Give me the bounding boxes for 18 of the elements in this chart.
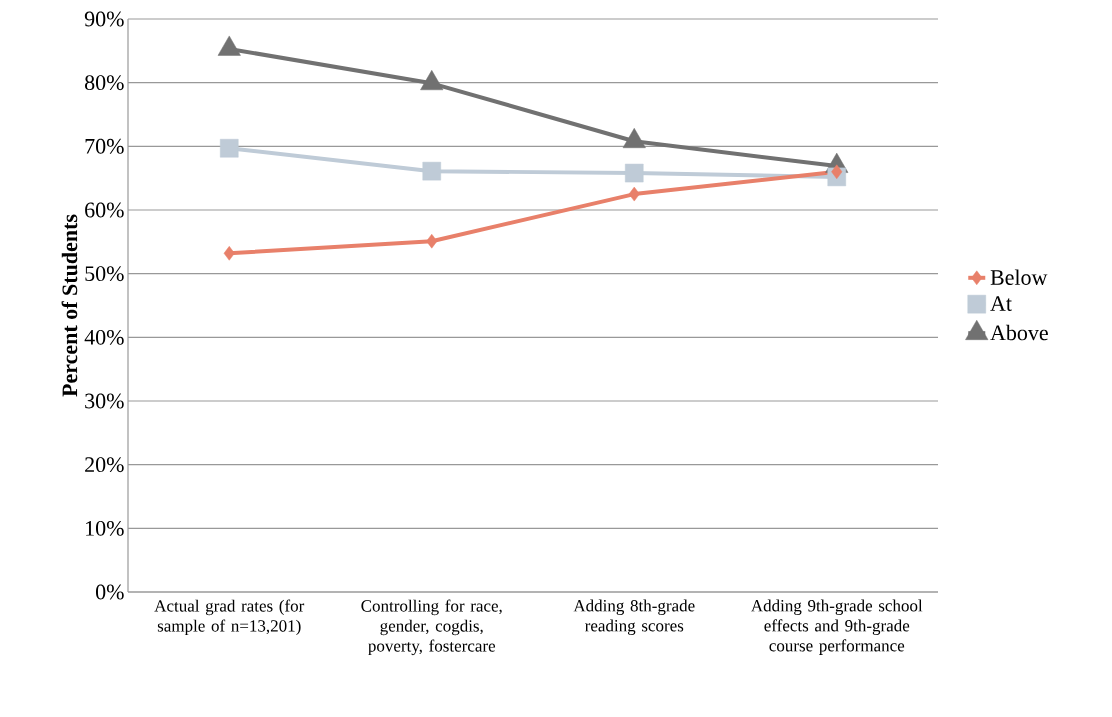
legend-label: At bbox=[990, 296, 1012, 311]
y-tick-label: 60% bbox=[85, 202, 124, 218]
legend-label: Below bbox=[990, 269, 1048, 285]
x-tick-label: Actual grad rates (for sample of n=13,201) bbox=[154, 599, 305, 636]
legend-label: Above bbox=[990, 324, 1048, 341]
y-tick-label: 10% bbox=[86, 520, 124, 536]
y-tick-label: 50% bbox=[85, 266, 124, 282]
x-tick-label: Adding 8th-grade reading scores bbox=[573, 599, 695, 635]
y-axis-title: Percent of Students bbox=[61, 214, 78, 397]
y-tick-label: 0% bbox=[96, 584, 124, 600]
y-tick-label: 70% bbox=[85, 138, 124, 154]
y-tick-label: 80% bbox=[85, 75, 124, 91]
x-tick-label: Adding 9th-grade school effects and 9th-grade course performance bbox=[751, 599, 923, 655]
y-tick-label: 30% bbox=[85, 393, 124, 409]
y-tick-label: 90% bbox=[84, 11, 124, 27]
x-tick-label: Controlling for race, gender, cogdis, poverty, fostercare bbox=[361, 599, 502, 656]
y-tick-label: 20% bbox=[85, 457, 124, 473]
y-tick-label: 40% bbox=[84, 329, 124, 345]
